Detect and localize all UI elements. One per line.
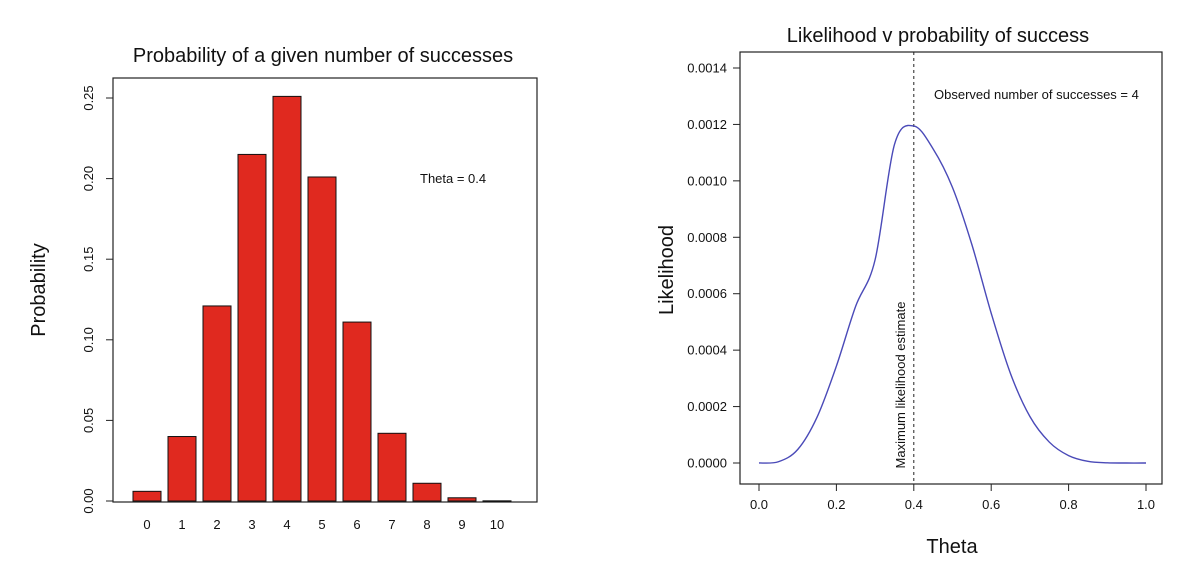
bar-y-tick-label: 0.10 [81, 327, 96, 352]
bar-y-tick-label: 0.05 [81, 408, 96, 433]
bar-10 [482, 500, 512, 502]
likelihood-x-tick-label: 0.2 [827, 497, 845, 512]
bar-x-tick-label: 5 [318, 517, 325, 532]
bar-chart-ylabel: Probability [28, 243, 50, 336]
bar-3 [237, 153, 267, 502]
bar-chart-title: Probability of a given number of success… [133, 45, 513, 67]
likelihood-x-axis: 0.0 0.2 0.4 0.6 0.8 1.0 [750, 484, 1155, 512]
likelihood-x-tick-label: 0.4 [905, 497, 923, 512]
bar-2 [202, 305, 232, 502]
bar-7 [377, 432, 407, 502]
bar-x-tick-label: 1 [178, 517, 185, 532]
bar-9 [447, 497, 477, 502]
bar-4 [272, 95, 302, 502]
bar-y-tick-label: 0.25 [81, 85, 96, 110]
bar-chart: Probability of a given number of success… [28, 45, 538, 532]
bar-x-tick-label: 8 [423, 517, 430, 532]
likelihood-x-tick-label: 1.0 [1137, 497, 1155, 512]
likelihood-chart-ylabel: Likelihood [656, 225, 678, 315]
bar-x-tick-label: 9 [458, 517, 465, 532]
bar-5 [307, 176, 337, 502]
bar-x-axis: 0 1 2 3 4 5 6 7 8 9 10 [143, 517, 504, 532]
bar-y-axis: 0.00 0.05 0.10 0.15 0.20 0.25 [81, 85, 113, 514]
likelihood-y-tick-label: 0.0012 [687, 117, 727, 132]
likelihood-x-tick-label: 0.6 [982, 497, 1000, 512]
likelihood-chart-xlabel: Theta [926, 536, 978, 558]
bar-x-tick-label: 0 [143, 517, 150, 532]
bar-1 [167, 436, 197, 502]
theta-annotation: Theta = 0.4 [420, 171, 486, 186]
likelihood-chart-frame [739, 51, 1163, 485]
likelihood-x-tick-label: 0.0 [750, 497, 768, 512]
bar-x-tick-label: 2 [213, 517, 220, 532]
bar-x-tick-label: 3 [248, 517, 255, 532]
bar-6 [342, 321, 372, 502]
likelihood-y-axis: 0.0000 0.0002 0.0004 0.0006 0.0008 0.0010 0.00… [687, 61, 740, 471]
likelihood-curve [758, 124, 1147, 464]
likelihood-y-tick-label: 0.0006 [687, 286, 727, 301]
bar-chart-frame [112, 77, 538, 503]
bar-x-tick-label: 7 [388, 517, 395, 532]
bar-y-tick-label: 0.15 [81, 247, 96, 272]
observed-successes-annotation: Observed number of successes = 4 [934, 87, 1139, 102]
likelihood-chart-title: Likelihood v probability of success [787, 25, 1089, 47]
bar-0 [132, 490, 162, 502]
mle-annotation: Maximum likelihood estimate [893, 302, 908, 469]
bar-8 [412, 482, 442, 502]
bar-series [132, 95, 512, 502]
likelihood-y-tick-label: 0.0004 [687, 343, 727, 358]
bar-x-tick-label: 4 [283, 517, 290, 532]
likelihood-x-tick-label: 0.8 [1060, 497, 1078, 512]
likelihood-y-tick-label: 0.0000 [687, 456, 727, 471]
likelihood-y-tick-label: 0.0014 [687, 61, 727, 76]
bar-y-tick-label: 0.00 [81, 488, 96, 513]
likelihood-y-tick-label: 0.0010 [687, 173, 727, 188]
bar-x-tick-label: 10 [490, 517, 504, 532]
bar-x-tick-label: 6 [353, 517, 360, 532]
likelihood-y-tick-label: 0.0002 [687, 399, 727, 414]
bar-y-tick-label: 0.20 [81, 166, 96, 191]
likelihood-chart: Likelihood v probability of success Thet… [656, 25, 1163, 558]
likelihood-y-tick-label: 0.0008 [687, 230, 727, 245]
